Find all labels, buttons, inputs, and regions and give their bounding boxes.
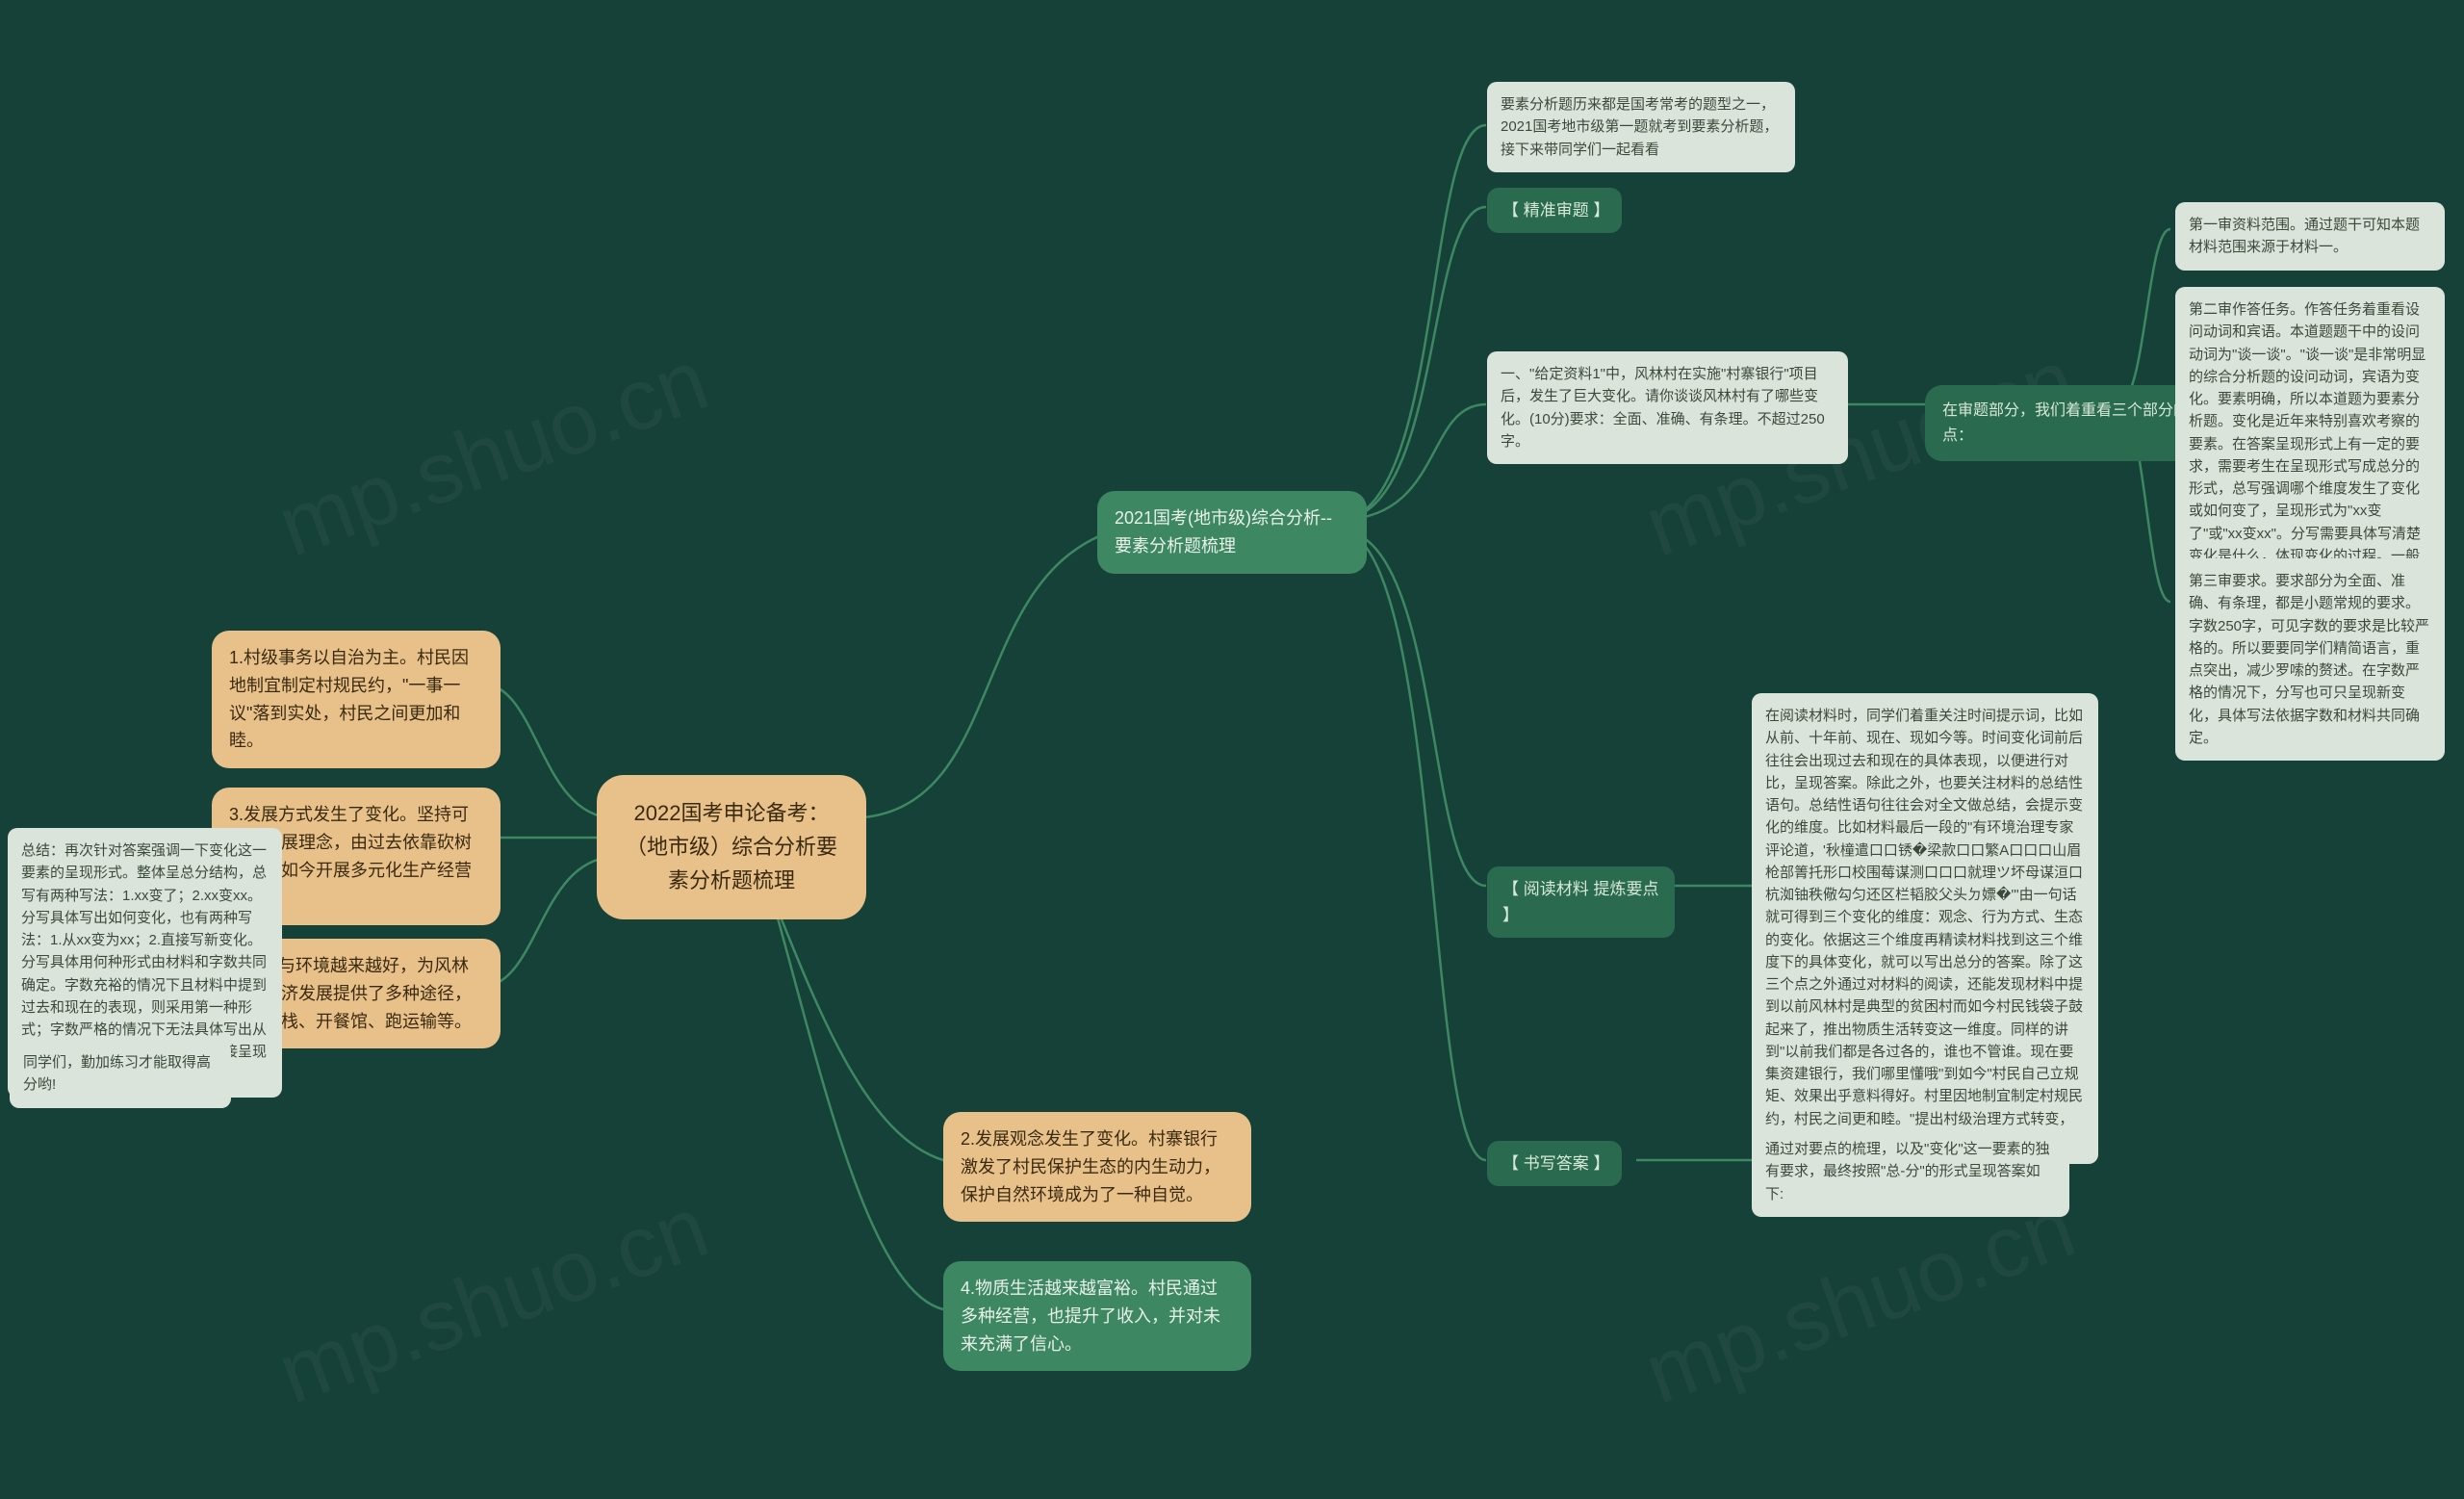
right-title[interactable]: 2021国考(地市级)综合分析--要素分析题梳理 bbox=[1097, 491, 1367, 574]
read-detail: 在阅读材料时，同学们着重关注时间提示词，比如从前、十年前、现在、现如今等。时间变… bbox=[1752, 693, 2098, 1164]
watermark: mp.shuo.cn bbox=[266, 1178, 720, 1425]
d3-note: 第三审要求。要求部分为全面、准确、有条理，都是小题常规的要求。字数250字，可见… bbox=[2175, 558, 2445, 761]
precise-label: 【 精准审题 】 bbox=[1487, 188, 1622, 233]
write-detail: 通过对要点的梳理，以及"变化"这一要素的独有要求，最终按照"总-分"的形式呈现答… bbox=[1752, 1126, 2069, 1217]
root-node[interactable]: 2022国考申论备考：（地市级）综合分析要素分析题梳理 bbox=[597, 775, 866, 919]
branch-1[interactable]: 1.村级事务以自治为主。村民因地制宜制定村规民约，"一事一议"落到实处，村民之间… bbox=[212, 631, 500, 768]
write-label: 【 书写答案 】 bbox=[1487, 1141, 1622, 1186]
q1-note: 一、"给定资料1"中，风林村在实施"村寨银行"项目后，发生了巨大变化。请你谈谈风… bbox=[1487, 351, 1848, 464]
watermark: mp.shuo.cn bbox=[266, 331, 720, 578]
read-label: 【 阅读材料 提炼要点 】 bbox=[1487, 866, 1675, 938]
branch-2[interactable]: 2.发展观念发生了变化。村寨银行激发了村民保护生态的内生动力，保护自然环境成为了… bbox=[943, 1112, 1251, 1222]
intro-note: 要素分析题历来都是国考常考的题型之一，2021国考地市级第一题就考到要素分析题，… bbox=[1487, 82, 1795, 172]
d1-note: 第一审资料范围。通过题干可知本题材料范围来源于材料一。 bbox=[2175, 202, 2445, 271]
encourage-note: 同学们，勤加练习才能取得高分哟! bbox=[10, 1040, 231, 1108]
branch-4[interactable]: 4.物质生活越来越富裕。村民通过多种经营，也提升了收入，并对未来充满了信心。 bbox=[943, 1261, 1251, 1371]
